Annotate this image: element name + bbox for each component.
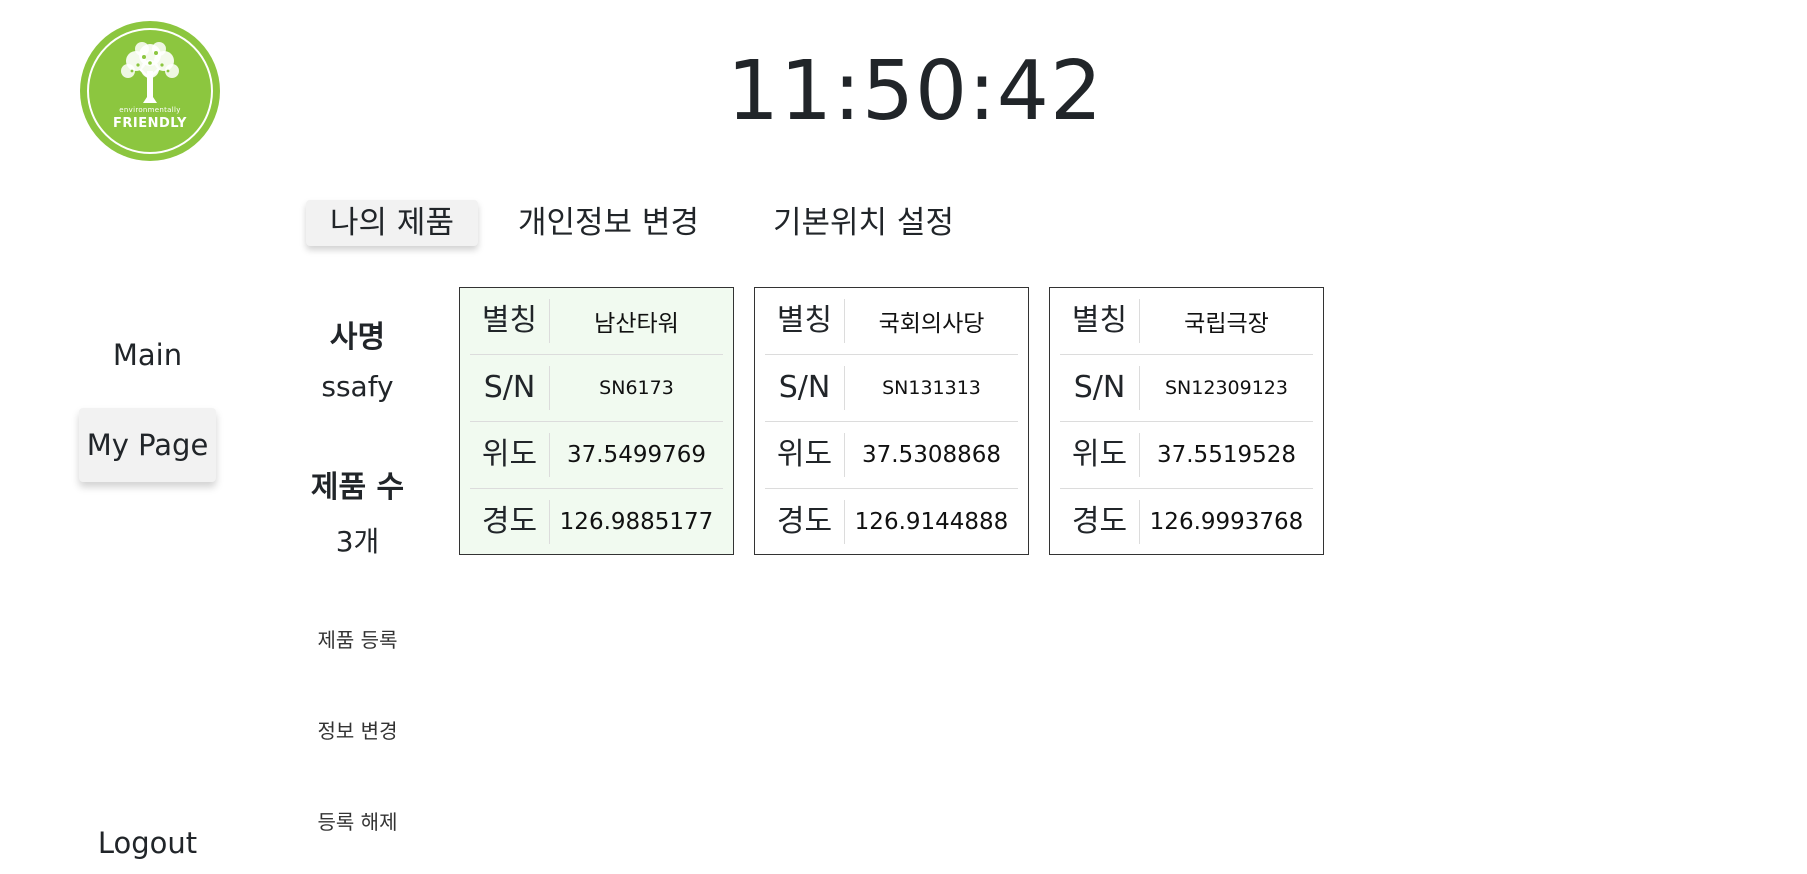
nav-main[interactable]: Main — [112, 338, 183, 372]
longitude-value: 126.9144888 — [854, 509, 1009, 535]
card-row-serial: S/N SN12309123 — [1060, 355, 1313, 422]
card-row-longitude: 경도 126.9885177 — [470, 489, 723, 555]
product-card[interactable]: 별칭 남산타워 S/N SN6173 위도 37.5499769 경도 126.… — [459, 287, 734, 555]
tab-edit-personal-info[interactable]: 개인정보 변경 — [518, 205, 699, 241]
card-row-latitude: 위도 37.5308868 — [765, 422, 1018, 489]
latitude-label: 위도 — [1060, 433, 1140, 477]
longitude-label: 경도 — [470, 500, 550, 544]
tab-my-products[interactable]: 나의 제품 — [306, 200, 478, 246]
card-row-serial: S/N SN131313 — [765, 355, 1018, 422]
alias-value: 국회의사당 — [878, 311, 985, 337]
serial-label: S/N — [1060, 366, 1140, 410]
product-count-label: 제품 수 — [310, 470, 405, 505]
card-row-alias: 별칭 국회의사당 — [765, 288, 1018, 355]
longitude-value: 126.9885177 — [559, 509, 714, 535]
serial-value: SN6173 — [599, 377, 674, 399]
company-label: 사명 — [329, 320, 386, 355]
alias-label: 별칭 — [470, 299, 550, 343]
latitude-value: 37.5499769 — [566, 442, 706, 468]
logo[interactable]: environmentally FRIENDLY — [80, 21, 220, 161]
card-row-latitude: 위도 37.5519528 — [1060, 422, 1313, 489]
logo-ring — [87, 28, 213, 154]
product-card[interactable]: 별칭 국회의사당 S/N SN131313 위도 37.5308868 경도 1… — [754, 287, 1029, 555]
latitude-value: 37.5519528 — [1156, 442, 1296, 468]
card-row-alias: 별칭 국립극장 — [1060, 288, 1313, 355]
tree-icon — [121, 42, 179, 103]
tab-default-location[interactable]: 기본위치 설정 — [773, 205, 954, 241]
register-product-link[interactable]: 제품 등록 — [317, 628, 398, 652]
nav-my-page[interactable]: My Page — [79, 408, 216, 482]
product-card[interactable]: 별칭 국립극장 S/N SN12309123 위도 37.5519528 경도 … — [1049, 287, 1324, 555]
clock: 11:50:42 — [726, 44, 1104, 139]
unregister-link[interactable]: 등록 해제 — [317, 810, 398, 834]
card-row-latitude: 위도 37.5499769 — [470, 422, 723, 489]
latitude-label: 위도 — [470, 433, 550, 477]
latitude-label: 위도 — [765, 433, 845, 477]
card-row-serial: S/N SN6173 — [470, 355, 723, 422]
serial-label: S/N — [470, 366, 550, 410]
serial-label: S/N — [765, 366, 845, 410]
alias-value: 국립극장 — [1184, 311, 1269, 337]
company-value: ssafy — [321, 370, 394, 403]
nav-logout[interactable]: Logout — [97, 826, 198, 860]
serial-value: SN131313 — [882, 377, 981, 399]
longitude-value: 126.9993768 — [1149, 509, 1304, 535]
logo-tagline: environmentally — [119, 106, 181, 114]
alias-label: 별칭 — [765, 299, 845, 343]
edit-info-link[interactable]: 정보 변경 — [317, 719, 398, 743]
latitude-value: 37.5308868 — [861, 442, 1001, 468]
product-count-value: 3개 — [335, 525, 380, 558]
logo-title: FRIENDLY — [113, 116, 187, 131]
longitude-label: 경도 — [765, 500, 845, 544]
card-row-longitude: 경도 126.9144888 — [765, 489, 1018, 555]
longitude-label: 경도 — [1060, 500, 1140, 544]
serial-value: SN12309123 — [1165, 377, 1288, 399]
alias-value: 남산타워 — [594, 311, 679, 337]
card-row-alias: 별칭 남산타워 — [470, 288, 723, 355]
card-row-longitude: 경도 126.9993768 — [1060, 489, 1313, 555]
alias-label: 별칭 — [1060, 299, 1140, 343]
